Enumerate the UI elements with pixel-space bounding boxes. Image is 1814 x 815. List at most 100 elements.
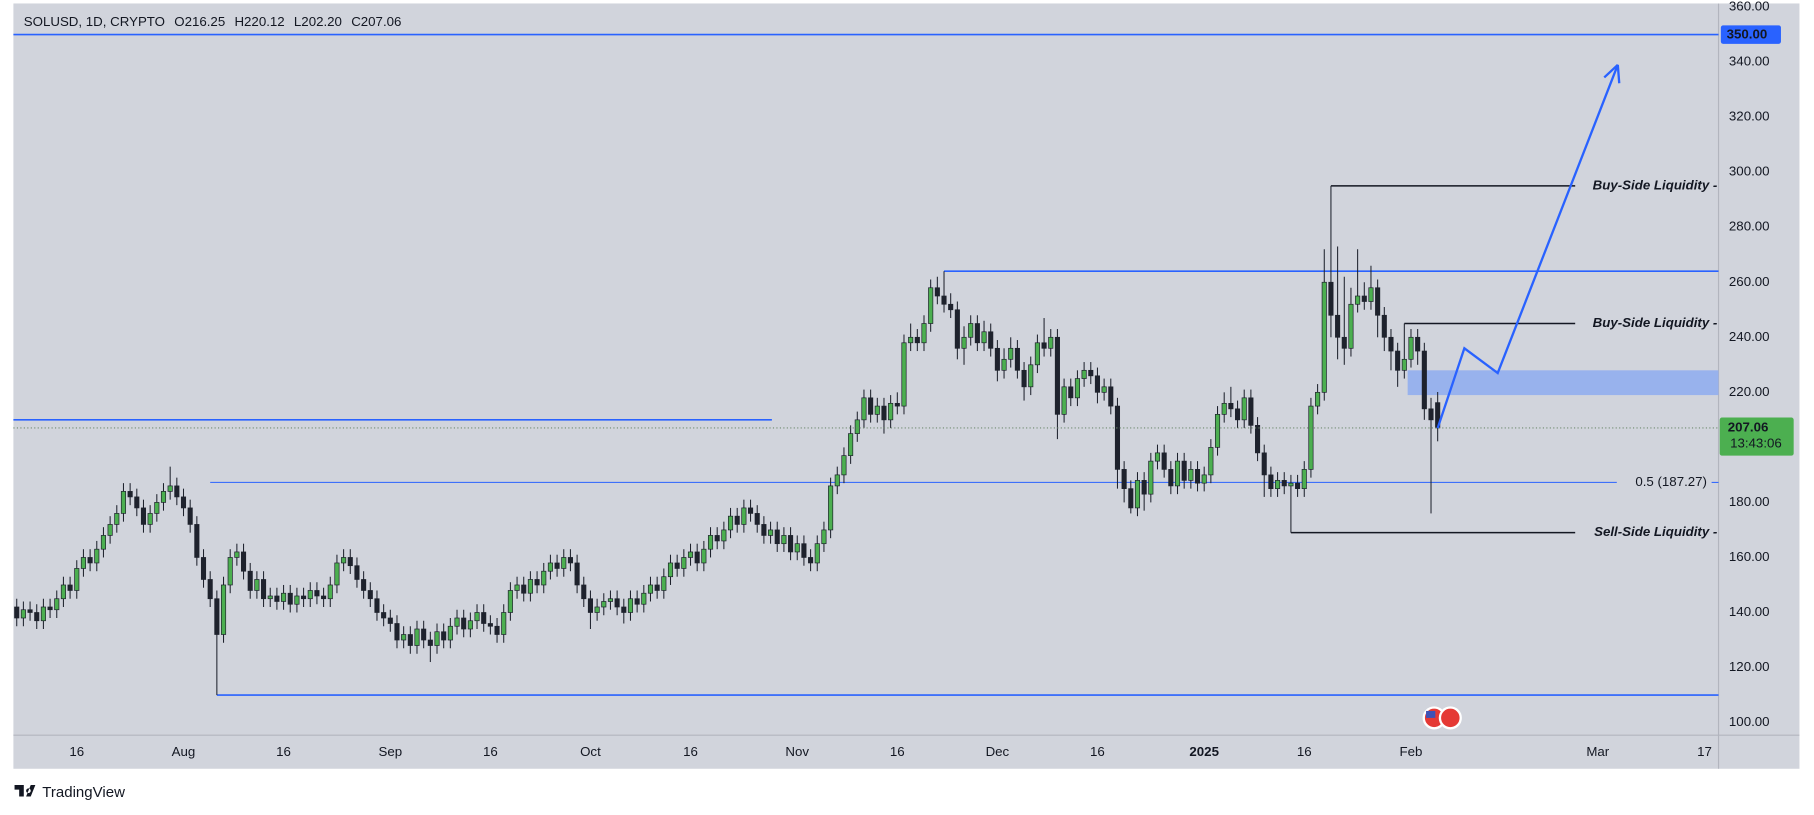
brand-logo: TradingView	[14, 784, 125, 801]
candle-body	[814, 543, 820, 564]
candle-body	[774, 529, 780, 545]
candle-body	[914, 336, 920, 344]
candle-body	[1261, 452, 1267, 476]
candle-body	[494, 625, 500, 635]
candle-body	[741, 507, 747, 525]
candle-body	[381, 612, 387, 619]
candle-body	[501, 612, 507, 635]
symbol: SOLUSD, 1D, CRYPTO	[24, 13, 165, 28]
candle-body	[87, 557, 93, 564]
candle-body	[1174, 460, 1181, 487]
candle-body	[607, 598, 613, 602]
candle-body	[901, 342, 907, 407]
x-tick-label: 16	[890, 744, 905, 759]
liquidity-label: Buy-Side Liquidity -	[1593, 315, 1718, 330]
candle-body	[928, 287, 934, 324]
candle-body	[434, 631, 440, 646]
liquidity-label: Buy-Side Liquidity -	[1593, 177, 1718, 192]
candle-body	[100, 535, 106, 550]
candle-body	[881, 405, 887, 421]
candle-body	[974, 323, 980, 344]
brand-name: TradingView	[42, 784, 125, 801]
candle-body	[307, 590, 313, 600]
candles	[14, 185, 1441, 696]
candle-body	[1014, 347, 1020, 371]
candle-body	[1188, 469, 1194, 481]
logo-mark	[14, 784, 36, 797]
candle-body	[414, 628, 420, 646]
x-tick-label: 16	[483, 744, 498, 759]
candle-body	[1034, 342, 1040, 366]
candle-body	[234, 551, 240, 558]
candle-body	[200, 557, 207, 580]
candle-body	[994, 347, 1000, 371]
last-price-tag	[1719, 417, 1794, 456]
candle-body	[1355, 295, 1361, 305]
candle-body	[127, 491, 133, 498]
candle-body	[134, 496, 140, 509]
candle-body	[934, 287, 940, 297]
x-tick-label: 16	[1297, 744, 1312, 759]
candle-body	[574, 562, 580, 586]
event-icon[interactable]	[1438, 706, 1462, 730]
candle-body	[1288, 482, 1294, 487]
candle-body	[401, 634, 407, 641]
candle-body	[421, 628, 427, 641]
x-tick-label: Dec	[986, 744, 1010, 759]
candle-body	[554, 562, 560, 569]
candle-body	[267, 595, 273, 600]
candle-body	[808, 557, 814, 564]
candle-body	[40, 606, 46, 622]
candle-body	[534, 579, 540, 586]
candle-body	[1408, 336, 1414, 360]
candle-body	[254, 579, 260, 591]
x-tick-label: 2025	[1189, 744, 1219, 759]
candle-body	[948, 303, 954, 311]
candle-body	[1161, 452, 1167, 470]
candle-body	[1281, 480, 1287, 487]
symbol-header: SOLUSD, 1D, CRYPTO O216.25 H220.12 L202.20 C…	[24, 13, 402, 28]
candle-body	[1148, 460, 1154, 495]
candle-body	[1008, 347, 1014, 360]
candle-body	[1121, 469, 1127, 489]
candle-body	[781, 535, 787, 545]
candle-body	[367, 590, 373, 600]
candle-body	[314, 590, 320, 597]
candle-body	[1134, 480, 1141, 509]
x-tick-label: 16	[69, 744, 84, 759]
candle-body	[454, 617, 460, 627]
liquidity-zone	[1407, 370, 1719, 396]
candle-body	[1048, 336, 1054, 349]
candle-body	[854, 419, 860, 434]
candle-body	[761, 524, 767, 536]
candle-body	[60, 584, 66, 600]
candle-body	[334, 562, 340, 586]
candle-body	[461, 617, 467, 630]
candle-body	[427, 639, 433, 646]
candle-body	[261, 579, 267, 600]
candle-body	[1141, 480, 1147, 495]
candle-body	[727, 515, 734, 531]
candle-body	[1001, 358, 1007, 371]
candle-body	[567, 557, 573, 564]
candle-body	[514, 584, 520, 591]
candle-body	[614, 598, 620, 608]
candle-body	[74, 568, 80, 591]
candle-body	[1388, 336, 1394, 352]
candle-body	[1234, 408, 1241, 421]
candle-body	[341, 557, 347, 564]
candle-body	[441, 631, 447, 641]
candle-body	[1361, 295, 1367, 302]
x-tick-label: Sep	[378, 744, 402, 759]
candle-body	[1341, 336, 1347, 349]
candle-body	[921, 323, 927, 344]
candle-body	[1168, 469, 1174, 487]
candle-body	[301, 595, 307, 600]
candle-body	[868, 397, 874, 415]
candle-body	[1301, 469, 1307, 489]
candle-body	[1214, 414, 1221, 448]
candle-body	[1061, 386, 1067, 415]
candle-body	[1415, 336, 1421, 352]
candle-body	[1241, 397, 1247, 421]
